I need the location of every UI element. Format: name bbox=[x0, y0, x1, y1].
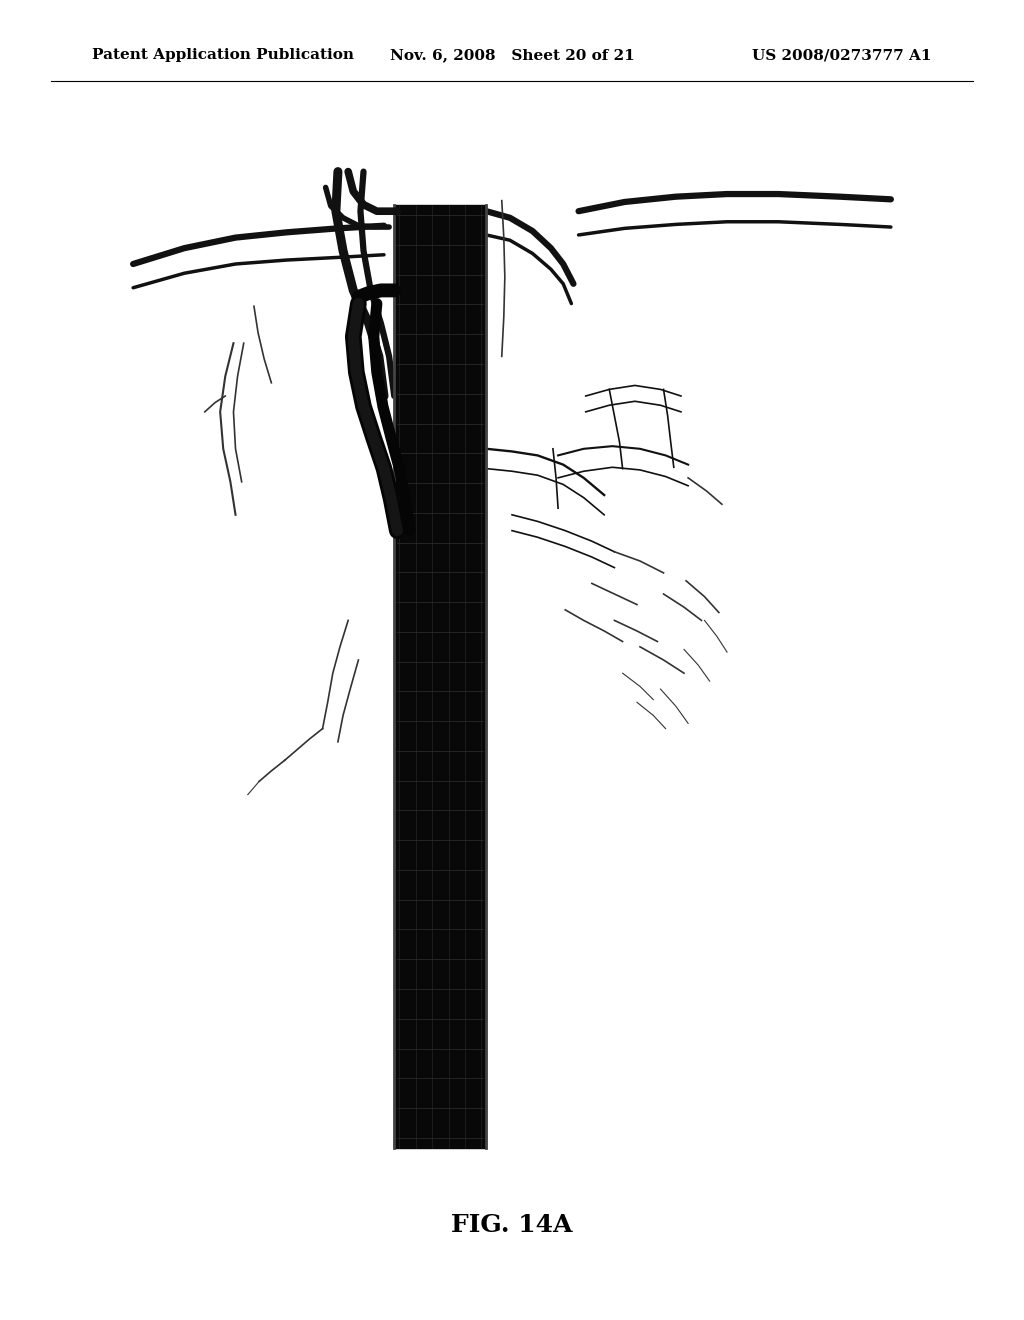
Text: Patent Application Publication: Patent Application Publication bbox=[92, 49, 354, 62]
Text: Nov. 6, 2008   Sheet 20 of 21: Nov. 6, 2008 Sheet 20 of 21 bbox=[389, 49, 635, 62]
Text: US 2008/0273777 A1: US 2008/0273777 A1 bbox=[753, 49, 932, 62]
Bar bbox=[394, 205, 486, 1148]
Text: FIG. 14A: FIG. 14A bbox=[452, 1213, 572, 1237]
